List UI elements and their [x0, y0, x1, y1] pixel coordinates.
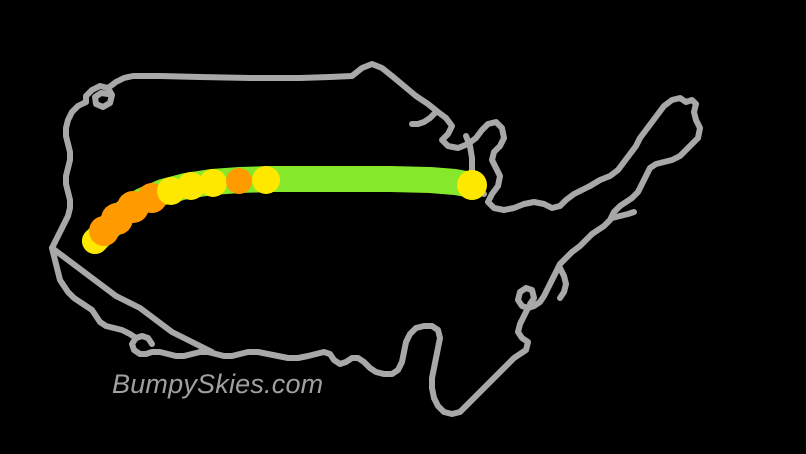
turbulence-marker-light[interactable]	[252, 166, 280, 194]
turbulence-marker-light[interactable]	[199, 169, 227, 197]
west-coast-path	[49, 99, 89, 251]
california-nevada-inland-path	[49, 245, 215, 355]
turbulence-marker-moderate[interactable]	[226, 168, 252, 194]
turbulence-marker-light[interactable]	[177, 172, 205, 200]
flight-route-group[interactable]	[82, 166, 487, 254]
mid-atlantic-coast-path	[463, 277, 555, 409]
northern-border-path	[83, 61, 449, 121]
turbulence-marker-group[interactable]	[82, 166, 487, 254]
long-island-path	[609, 209, 637, 221]
watermark-label: BumpySkies.com	[112, 369, 323, 399]
mexico-border-path	[49, 245, 155, 357]
chesapeake-detail-path	[557, 265, 569, 301]
us-country-outline	[49, 61, 703, 417]
northeast-coast-path	[549, 95, 703, 283]
great-lakes-superior-detail-path	[409, 109, 439, 127]
turbulence-marker-light[interactable]	[457, 170, 487, 200]
great-lakes-path	[439, 115, 593, 213]
